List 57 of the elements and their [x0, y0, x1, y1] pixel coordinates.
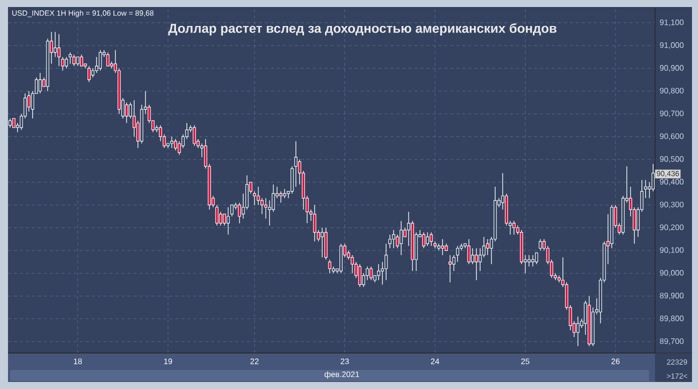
- candlestick: [290, 166, 294, 194]
- candlestick: [350, 254, 354, 274]
- candlestick: [430, 232, 433, 246]
- candlestick: [80, 54, 84, 66]
- candlestick: [422, 232, 426, 249]
- candlestick: [652, 164, 655, 192]
- candlestick: [170, 136, 174, 148]
- candlestick: [125, 102, 128, 124]
- candlestick: [38, 72, 42, 94]
- candlestick: [448, 254, 452, 283]
- candlestick: [377, 264, 380, 280]
- candlestick: [106, 52, 110, 66]
- candlestick: [132, 100, 136, 138]
- candlestick: [192, 124, 196, 146]
- candlestick: [400, 220, 403, 256]
- candlestick: [174, 138, 178, 151]
- candlestick: [64, 56, 68, 69]
- candlestick: [260, 198, 264, 214]
- candlestick: [98, 50, 102, 71]
- candlestick: [238, 202, 242, 224]
- candlestick: [486, 238, 490, 256]
- candlestick: [358, 264, 362, 288]
- candlestick: [294, 140, 298, 188]
- candlestick: [328, 259, 332, 274]
- candlestick: [219, 211, 222, 226]
- candlestick: [471, 248, 474, 265]
- candlestick: [68, 52, 72, 64]
- candlestick: [88, 66, 91, 82]
- candlestick: [392, 230, 396, 249]
- candlestick: [215, 204, 218, 226]
- candlestick: [482, 236, 486, 258]
- candlestick: [384, 243, 388, 280]
- candlestick: [320, 227, 324, 258]
- candlestick: [388, 234, 392, 249]
- candlestick: [57, 34, 60, 66]
- candlestick: [512, 220, 516, 235]
- candlestick: [76, 56, 80, 66]
- candlestick: [158, 124, 162, 142]
- candlestick: [478, 248, 482, 272]
- candlestick: [370, 266, 373, 280]
- candlestick: [54, 32, 57, 58]
- candlestick: [538, 238, 542, 251]
- candlestick: [576, 316, 580, 347]
- candlestick: [12, 118, 16, 128]
- candlestick: [467, 238, 470, 265]
- candlestick: [72, 54, 76, 66]
- candlestick: [426, 232, 430, 246]
- candlestick: [441, 238, 444, 256]
- candlestick: [644, 180, 648, 198]
- candlestick: [226, 206, 230, 235]
- candlestick: [474, 248, 478, 280]
- text: Доллар растет вслед за доходностью американских бондов: [168, 23, 556, 36]
- candlestick: [313, 204, 316, 242]
- candlestick: [535, 252, 538, 265]
- candlestick: [222, 214, 226, 226]
- candlestick: [456, 246, 460, 262]
- candlestick: [531, 254, 534, 267]
